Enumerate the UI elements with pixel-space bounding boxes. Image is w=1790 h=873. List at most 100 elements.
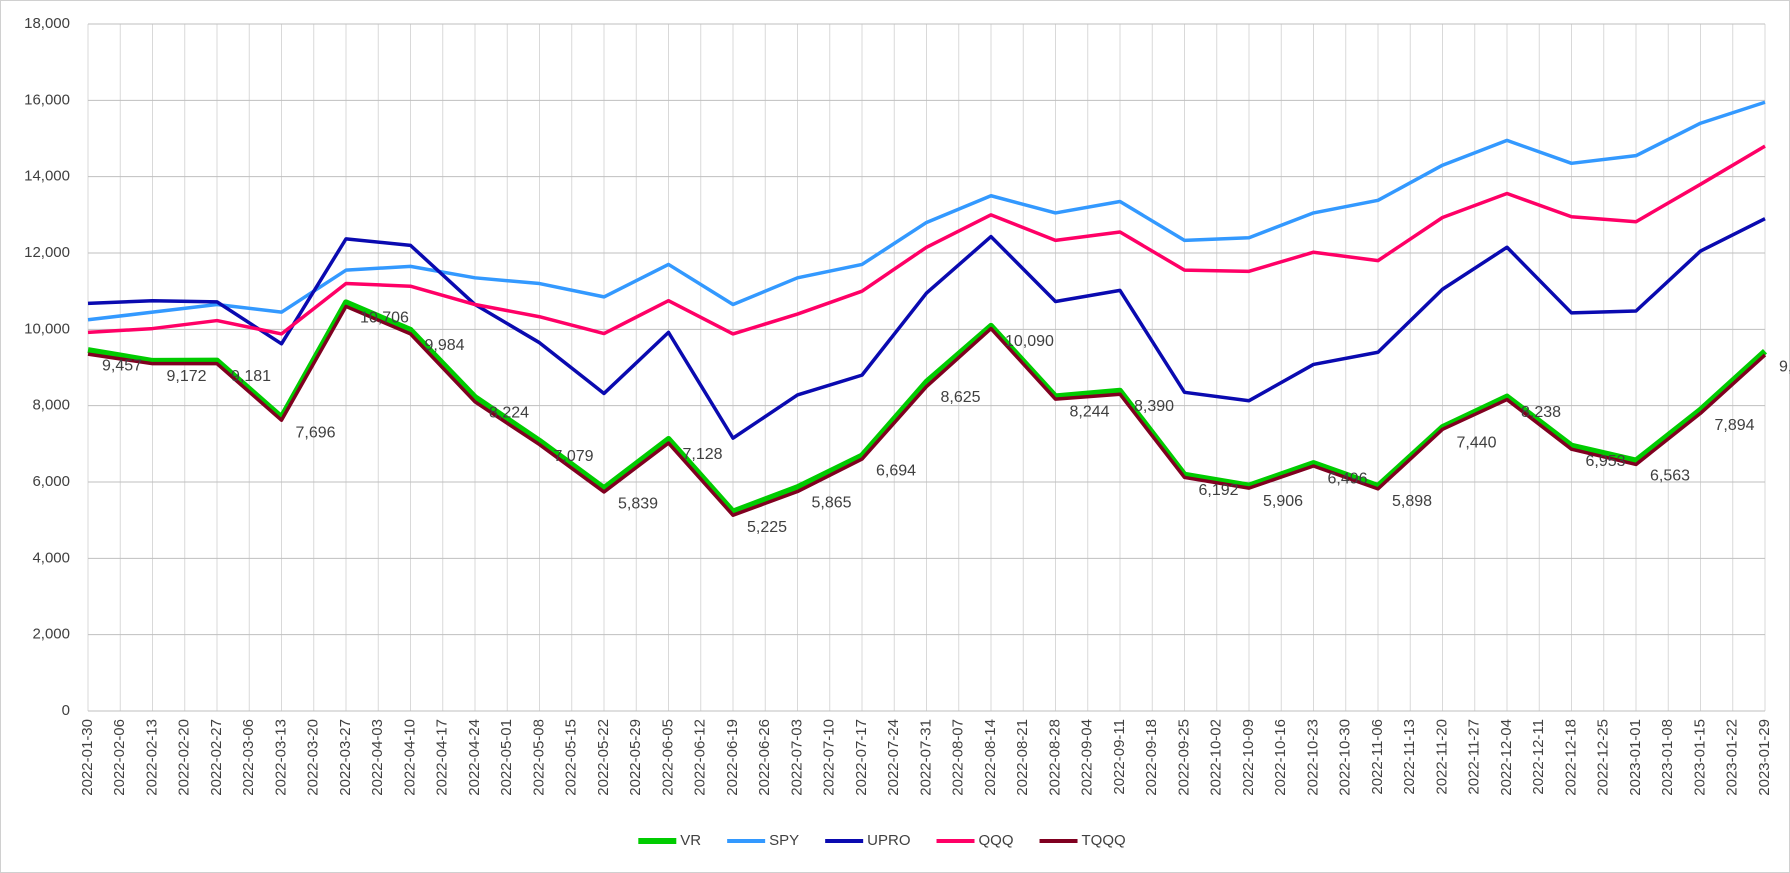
legend-label: VR bbox=[680, 832, 701, 849]
series-line bbox=[87, 217, 1766, 440]
data-label: 7,894 bbox=[1715, 417, 1755, 434]
x-tick-label: 2022-05-22 bbox=[595, 719, 612, 796]
x-tick-label: 2022-06-19 bbox=[724, 719, 741, 796]
y-tick-label: 6,000 bbox=[32, 473, 70, 490]
x-tick-label: 2022-03-13 bbox=[272, 719, 289, 796]
x-tick-label: 2022-05-08 bbox=[530, 719, 547, 796]
x-tick-label: 2023-01-22 bbox=[1724, 719, 1741, 796]
x-tick-label: 2022-06-12 bbox=[692, 719, 709, 796]
x-tick-label: 2022-07-24 bbox=[885, 719, 902, 796]
x-tick-label: 2022-02-20 bbox=[176, 719, 193, 796]
data-label: 8,625 bbox=[941, 389, 981, 406]
data-label: 9,172 bbox=[167, 368, 207, 385]
x-tick-label: 2022-11-20 bbox=[1433, 719, 1450, 795]
x-tick-label: 2022-03-06 bbox=[240, 719, 257, 796]
data-label: 5,898 bbox=[1392, 493, 1432, 510]
data-label: 9,457 bbox=[102, 357, 142, 374]
x-tick-label: 2022-05-29 bbox=[627, 719, 644, 796]
x-tick-label: 2022-08-07 bbox=[950, 719, 967, 796]
legend-label: UPRO bbox=[867, 832, 910, 849]
x-tick-label: 2022-11-06 bbox=[1369, 719, 1386, 795]
x-tick-label: 2022-11-13 bbox=[1401, 719, 1418, 795]
x-tick-label: 2022-08-28 bbox=[1046, 719, 1063, 796]
series-line bbox=[87, 304, 1767, 517]
x-tick-label: 2022-09-11 bbox=[1111, 719, 1128, 795]
x-tick-label: 2022-10-16 bbox=[1272, 719, 1289, 796]
y-tick-label: 14,000 bbox=[24, 168, 70, 185]
legend-label: TQQQ bbox=[1082, 832, 1126, 849]
y-tick-label: 4,000 bbox=[32, 549, 70, 566]
legend-label: SPY bbox=[769, 832, 799, 849]
data-label: 5,906 bbox=[1263, 493, 1303, 510]
x-tick-label: 2022-12-25 bbox=[1595, 719, 1612, 796]
x-tick-label: 2022-02-27 bbox=[208, 719, 225, 796]
y-tick-label: 16,000 bbox=[24, 91, 70, 108]
data-label: 9,181 bbox=[231, 368, 271, 385]
y-tick-label: 2,000 bbox=[32, 626, 70, 643]
x-tick-label: 2023-01-15 bbox=[1691, 719, 1708, 796]
x-tick-label: 2022-09-04 bbox=[1079, 719, 1096, 796]
x-tick-label: 2022-11-27 bbox=[1466, 719, 1483, 795]
x-tick-label: 2022-06-05 bbox=[659, 719, 676, 796]
x-tick-label: 2022-09-25 bbox=[1175, 719, 1192, 796]
y-tick-label: 8,000 bbox=[32, 397, 70, 414]
data-label: 8,244 bbox=[1070, 404, 1110, 421]
x-tick-label: 2022-03-27 bbox=[337, 719, 354, 796]
series-line bbox=[87, 299, 1768, 515]
x-tick-label: 2022-06-26 bbox=[756, 719, 773, 796]
x-tick-label: 2023-01-01 bbox=[1627, 719, 1644, 796]
data-label: 10,090 bbox=[1005, 333, 1054, 350]
data-label: 6,192 bbox=[1199, 482, 1239, 499]
x-tick-label: 2022-10-09 bbox=[1240, 719, 1257, 796]
data-label: 8,224 bbox=[489, 404, 529, 421]
data-label: 7,079 bbox=[554, 448, 594, 465]
series-line bbox=[87, 100, 1766, 322]
y-tick-label: 12,000 bbox=[24, 244, 70, 261]
data-label: 9,984 bbox=[425, 337, 465, 354]
data-label: 8,238 bbox=[1521, 404, 1561, 421]
x-tick-label: 2022-09-18 bbox=[1143, 719, 1160, 796]
x-tick-label: 2022-01-30 bbox=[79, 719, 96, 796]
x-tick-label: 2022-12-18 bbox=[1562, 719, 1579, 796]
x-tick-label: 2022-10-30 bbox=[1337, 719, 1354, 796]
data-label: 5,839 bbox=[618, 495, 658, 512]
x-tick-label: 2022-07-17 bbox=[853, 719, 870, 796]
x-tick-label: 2022-10-23 bbox=[1304, 719, 1321, 796]
legend-label: QQQ bbox=[979, 832, 1014, 849]
x-tick-label: 2022-12-04 bbox=[1498, 719, 1515, 796]
x-tick-label: 2022-05-01 bbox=[498, 719, 515, 796]
data-label: 6,953 bbox=[1586, 453, 1626, 470]
x-tick-label: 2022-05-15 bbox=[563, 719, 580, 796]
x-tick-label: 2022-08-21 bbox=[1014, 719, 1031, 796]
x-tick-label: 2023-01-29 bbox=[1756, 719, 1773, 796]
x-tick-label: 2022-12-11 bbox=[1530, 719, 1547, 795]
x-tick-label: 2022-07-31 bbox=[917, 719, 934, 796]
data-label: 6,563 bbox=[1650, 468, 1690, 485]
data-label: 5,225 bbox=[747, 519, 787, 536]
data-label: 7,440 bbox=[1457, 434, 1497, 451]
y-tick-label: 0 bbox=[62, 702, 70, 719]
series-line bbox=[87, 144, 1766, 336]
data-label: 5,865 bbox=[812, 494, 852, 511]
data-label: 9,425 bbox=[1779, 358, 1790, 375]
x-tick-label: 2022-02-13 bbox=[143, 719, 160, 796]
x-tick-label: 2022-04-03 bbox=[369, 719, 386, 796]
y-tick-label: 18,000 bbox=[24, 15, 70, 32]
x-tick-label: 2022-04-17 bbox=[434, 719, 451, 796]
x-tick-label: 2022-02-06 bbox=[111, 719, 128, 796]
data-label: 6,496 bbox=[1328, 470, 1368, 487]
data-label: 7,128 bbox=[683, 446, 723, 463]
data-label: 6,694 bbox=[876, 463, 916, 480]
y-tick-label: 10,000 bbox=[24, 320, 70, 337]
x-tick-label: 2022-03-20 bbox=[305, 719, 322, 796]
x-tick-label: 2022-07-03 bbox=[788, 719, 805, 796]
x-tick-label: 2023-01-08 bbox=[1659, 719, 1676, 796]
x-tick-label: 2022-10-02 bbox=[1208, 719, 1225, 796]
x-tick-label: 2022-07-10 bbox=[821, 719, 838, 796]
x-tick-label: 2022-04-24 bbox=[466, 719, 483, 796]
data-label: 7,696 bbox=[296, 424, 336, 441]
x-tick-label: 2022-04-10 bbox=[401, 719, 418, 796]
data-label: 8,390 bbox=[1134, 398, 1174, 415]
data-label: 10,706 bbox=[360, 310, 409, 327]
